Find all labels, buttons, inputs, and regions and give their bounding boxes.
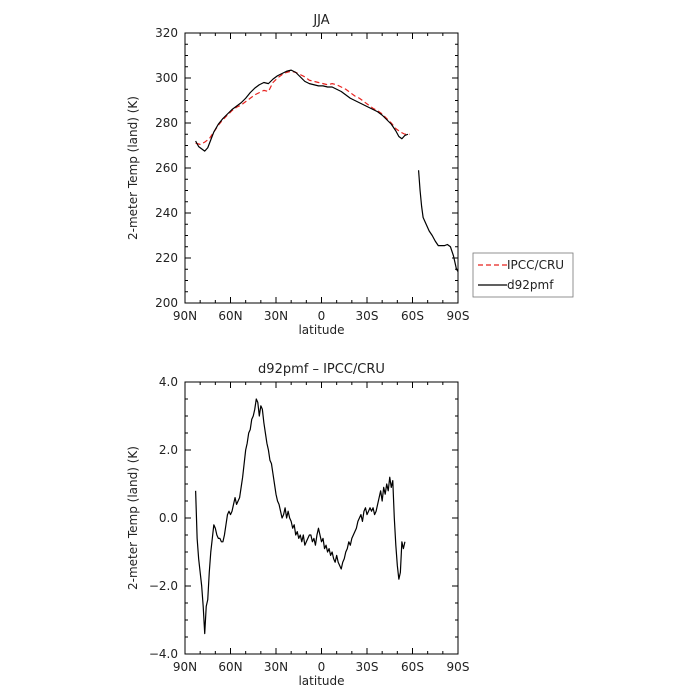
x-tick-label: 30N bbox=[264, 660, 288, 674]
y-tick-label: 320 bbox=[155, 26, 178, 40]
series-line-ipcc-cru bbox=[195, 70, 410, 145]
series-line-d92pmf bbox=[195, 69, 409, 152]
y-tick-label: 200 bbox=[155, 296, 178, 310]
chart-bottom-difference: d92pmf – IPCC/CRU 90N 60N 30N 0 30S 60S 90S −4.0… bbox=[126, 362, 469, 688]
y-tick-label: 220 bbox=[155, 251, 178, 265]
chart-top-jja: JJA 90N 60N 30N 0 30S 60S 90S 200 220 240 260 280 300… bbox=[126, 13, 574, 337]
x-tick-label: 90S bbox=[447, 660, 470, 674]
x-tick-label: 60S bbox=[401, 309, 424, 323]
y-tick-label: 280 bbox=[155, 116, 178, 130]
x-tick-label: 90N bbox=[173, 309, 197, 323]
x-axis-label: latitude bbox=[298, 674, 344, 688]
plot-frame bbox=[184, 32, 459, 304]
x-tick-label: 30S bbox=[356, 660, 379, 674]
x-tick-label: 0 bbox=[318, 660, 326, 674]
chart-title: JJA bbox=[312, 13, 329, 28]
x-tick-label: 0 bbox=[318, 309, 326, 323]
series-line-difference bbox=[195, 398, 406, 635]
y-tick-label: −4.0 bbox=[149, 647, 178, 661]
series-line-d92pmf bbox=[417, 170, 459, 272]
chart-title: d92pmf – IPCC/CRU bbox=[258, 362, 385, 377]
plot-frame bbox=[184, 381, 459, 655]
x-tick-label: 30N bbox=[264, 309, 288, 323]
legend-box bbox=[472, 252, 574, 298]
x-tick-label: 60S bbox=[401, 660, 424, 674]
legend-label-ipcc-cru: IPCC/CRU bbox=[507, 258, 564, 272]
y-tick-label: 2.0 bbox=[159, 443, 178, 457]
x-tick-label: 60N bbox=[218, 660, 242, 674]
x-tick-label: 90N bbox=[173, 660, 197, 674]
y-tick-label: 300 bbox=[155, 71, 178, 85]
y-tick-label: 260 bbox=[155, 161, 178, 175]
y-axis-label: 2-meter Temp (land) (K) bbox=[126, 446, 140, 590]
x-tick-label: 90S bbox=[447, 309, 470, 323]
y-tick-label: −2.0 bbox=[149, 579, 178, 593]
x-axis-label: latitude bbox=[298, 323, 344, 337]
x-tick-label: 30S bbox=[356, 309, 379, 323]
y-tick-label: 240 bbox=[155, 206, 178, 220]
y-tick-label: 4.0 bbox=[159, 375, 178, 389]
y-axis-label: 2-meter Temp (land) (K) bbox=[126, 96, 140, 240]
y-tick-label: 0.0 bbox=[159, 511, 178, 525]
x-tick-label: 60N bbox=[218, 309, 242, 323]
legend-label-d92pmf: d92pmf bbox=[507, 278, 554, 292]
